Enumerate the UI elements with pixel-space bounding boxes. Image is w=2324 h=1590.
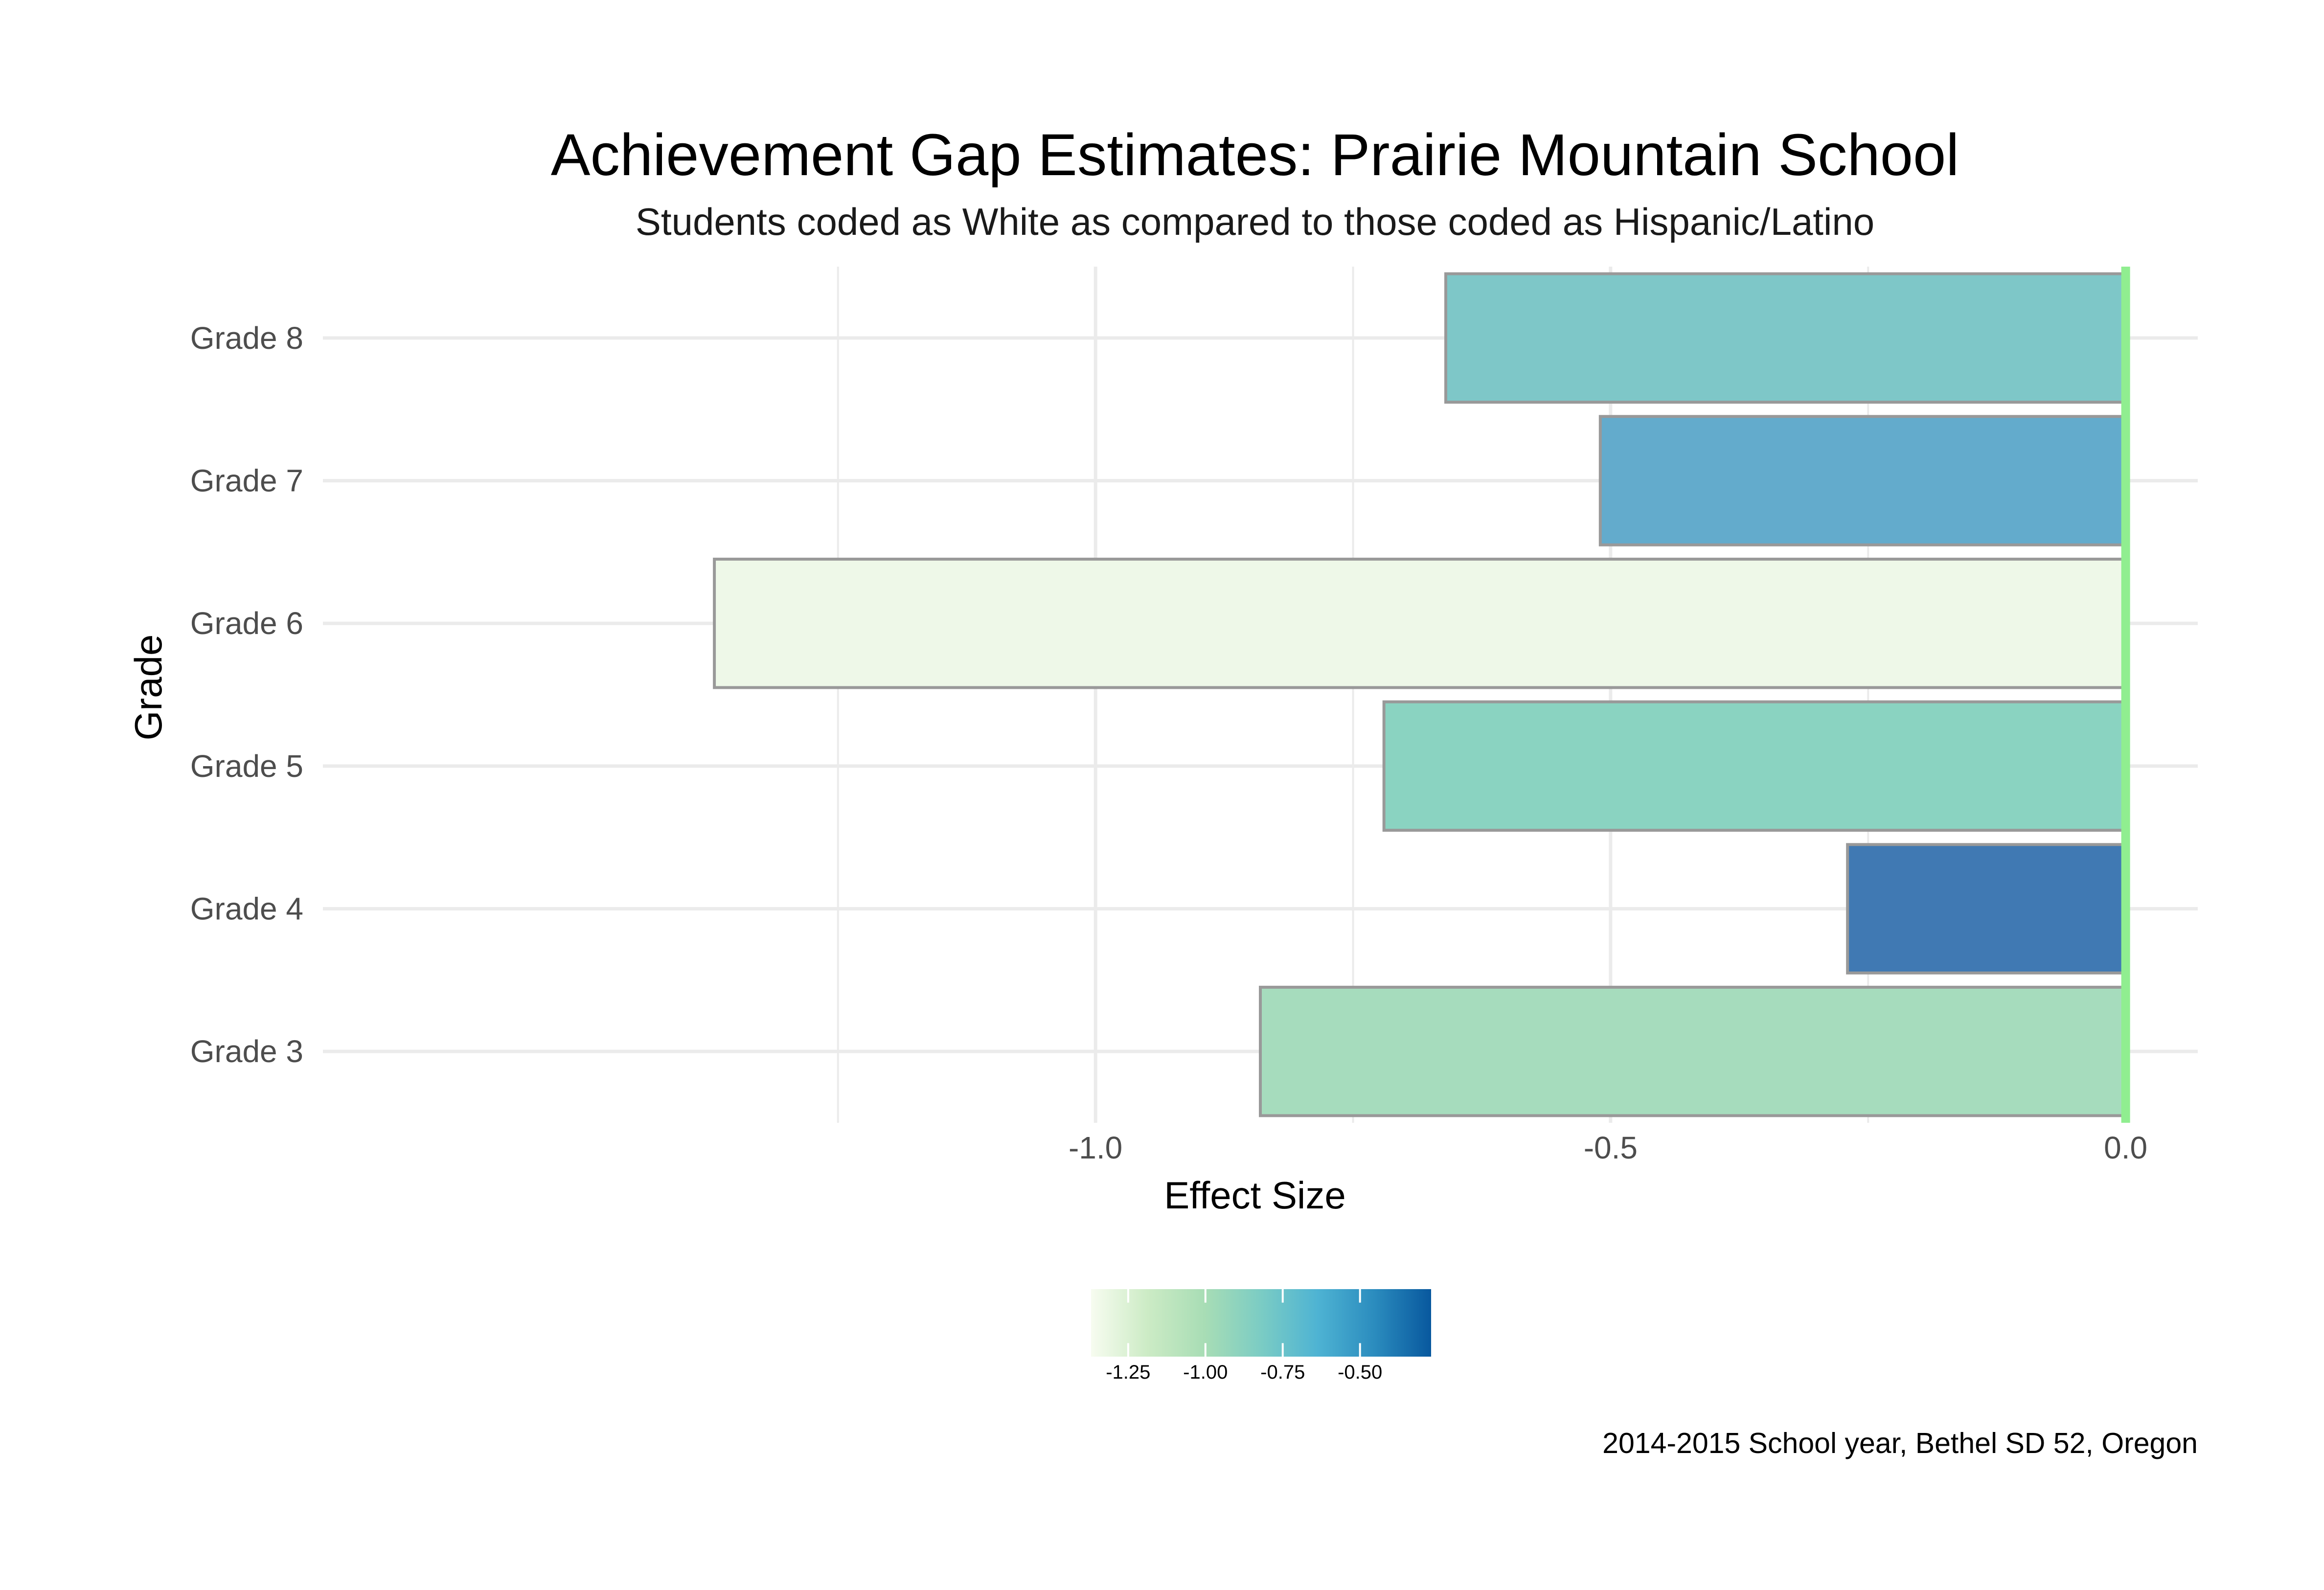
bar-grade-6: [713, 557, 2127, 689]
y-axis-title: Grade: [127, 635, 170, 741]
x-axis-tick-labels: -1.0 -0.5 0.0: [1069, 1130, 2147, 1165]
legend-ticks: -1.25 -1.00 -0.75 -0.50: [1106, 1289, 1382, 1383]
bar-grade-4: [1846, 843, 2127, 975]
bar-grade-3: [1259, 985, 2127, 1117]
legend-colorbar: [1091, 1289, 1431, 1357]
chart-title: Achievement Gap Estimates: Prairie Mount…: [551, 121, 1959, 188]
y-tick-label: Grade 4: [190, 891, 303, 927]
y-axis-tick-labels: Grade 3 Grade 4 Grade 5 Grade 6 Grade 7 Grade…: [190, 320, 303, 1069]
y-tick-label: Grade 8: [190, 320, 303, 356]
bar-grade-7: [1598, 415, 2127, 546]
y-tick-label: Grade 3: [190, 1034, 303, 1069]
legend-tick-label: -0.50: [1338, 1362, 1382, 1383]
legend-tick-label: -1.25: [1106, 1362, 1150, 1383]
color-legend: -1.25 -1.00 -0.75 -0.50: [1091, 1289, 1431, 1383]
bar-grade-5: [1382, 700, 2127, 832]
y-tick-label: Grade 6: [190, 606, 303, 641]
chart-subtitle: Students coded as White as compared to t…: [636, 200, 1874, 243]
legend-tick-label: -1.00: [1183, 1362, 1228, 1383]
x-tick-label: -0.5: [1584, 1130, 1638, 1165]
legend-tick-label: -0.75: [1260, 1362, 1305, 1383]
chart-caption: 2014-2015 School year, Bethel SD 52, Ore…: [1602, 1427, 2198, 1459]
x-tick-label: -1.0: [1069, 1130, 1122, 1165]
x-tick-label: 0.0: [2104, 1130, 2147, 1165]
bar-grade-8: [1444, 272, 2127, 404]
x-axis-title: Effect Size: [1164, 1174, 1345, 1217]
y-tick-label: Grade 7: [190, 463, 303, 499]
y-tick-label: Grade 5: [190, 749, 303, 784]
minor-gridlines: [837, 267, 1869, 1123]
